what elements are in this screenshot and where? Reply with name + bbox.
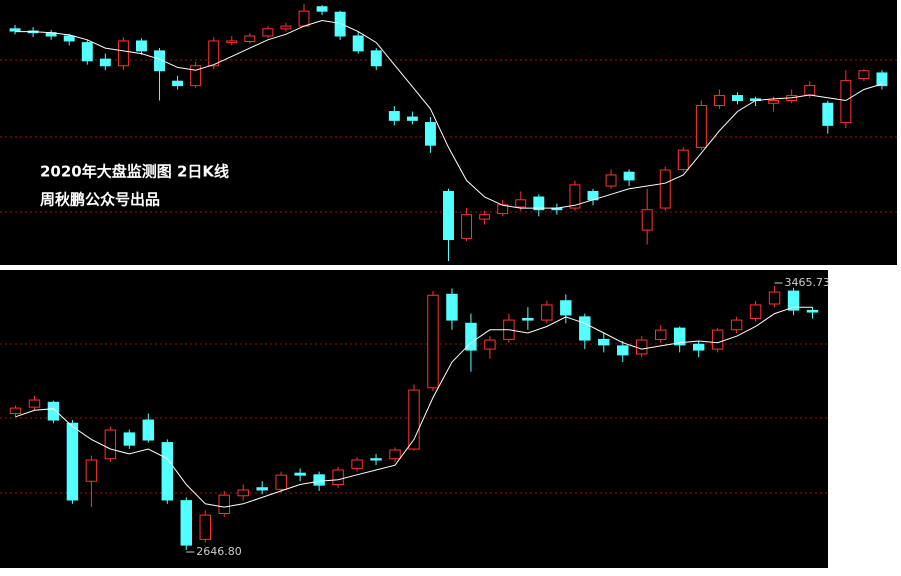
candle-body bbox=[804, 85, 816, 96]
candle-body bbox=[768, 100, 780, 104]
annotation-label: 2646.80 bbox=[196, 545, 242, 558]
candle-body bbox=[316, 6, 328, 12]
candle-body bbox=[522, 317, 534, 321]
candle-body bbox=[334, 11, 346, 37]
candle-body bbox=[81, 42, 93, 62]
candle-body bbox=[99, 58, 111, 67]
candle-body bbox=[408, 389, 420, 450]
candle-body bbox=[135, 40, 147, 52]
candles: 2646.80 3465.73 bbox=[9, 4, 888, 558]
candle-body bbox=[677, 149, 689, 170]
candle-body bbox=[66, 422, 79, 501]
candle-body bbox=[104, 429, 117, 460]
candle-body bbox=[63, 35, 75, 42]
candle-body bbox=[822, 102, 834, 126]
candle-body bbox=[479, 214, 491, 220]
candle-body bbox=[352, 35, 364, 52]
candle-body bbox=[840, 80, 852, 124]
candle-body bbox=[370, 458, 382, 461]
candle-body bbox=[711, 329, 724, 350]
chart-title: 2020年大盘监测图 2日K线 bbox=[40, 163, 229, 181]
candle-body bbox=[388, 111, 400, 121]
candle-body bbox=[427, 294, 439, 389]
candle-body bbox=[237, 489, 249, 497]
candle-body bbox=[85, 459, 98, 482]
candle-body bbox=[636, 339, 648, 355]
candle-body bbox=[313, 474, 325, 486]
candle-body bbox=[117, 40, 129, 67]
moving-average bbox=[15, 19, 883, 209]
candle-body bbox=[654, 329, 667, 340]
candle-body bbox=[692, 343, 705, 351]
candle-body bbox=[713, 95, 725, 106]
candle-body bbox=[332, 469, 344, 485]
candle-body bbox=[154, 50, 165, 72]
candle-body bbox=[858, 70, 870, 79]
candle-body bbox=[695, 104, 707, 148]
candle-body bbox=[28, 399, 41, 408]
candle-body bbox=[541, 304, 553, 321]
candle-body bbox=[351, 459, 363, 469]
candle-body bbox=[787, 290, 800, 311]
candle-body bbox=[806, 309, 819, 313]
candle-body bbox=[208, 40, 220, 67]
candle-body bbox=[9, 28, 21, 32]
candle-body bbox=[659, 169, 671, 209]
candle-body bbox=[461, 214, 473, 239]
candle-body bbox=[172, 80, 184, 87]
candle-body bbox=[579, 316, 591, 341]
candle-body bbox=[142, 419, 155, 441]
candle-body bbox=[161, 442, 174, 501]
candle-body bbox=[370, 50, 382, 67]
candle-body bbox=[484, 339, 496, 350]
candle-body bbox=[749, 304, 762, 319]
candle-body bbox=[294, 472, 306, 476]
candle-body bbox=[256, 487, 268, 491]
candle-body bbox=[560, 300, 572, 316]
candle-body bbox=[226, 40, 238, 44]
candle-body bbox=[123, 432, 136, 446]
candle-body bbox=[768, 291, 781, 305]
candle-body bbox=[730, 319, 743, 331]
candle-body bbox=[641, 209, 653, 231]
candle-body bbox=[199, 514, 211, 540]
candle-body bbox=[389, 449, 401, 460]
candle-body bbox=[533, 196, 545, 211]
candle-body bbox=[406, 116, 418, 121]
candle-body bbox=[598, 338, 610, 346]
candle-body bbox=[244, 35, 256, 43]
candle-body bbox=[623, 171, 635, 181]
candle-body bbox=[262, 28, 274, 37]
candle-body bbox=[9, 407, 22, 415]
candle-body bbox=[617, 345, 629, 356]
candle-body bbox=[190, 65, 202, 87]
candle-body bbox=[515, 199, 527, 208]
candle-body bbox=[446, 293, 458, 321]
candle-body bbox=[218, 494, 230, 515]
candle-body bbox=[47, 401, 60, 421]
annotation-label: 3465.73 bbox=[785, 276, 831, 289]
candle-body bbox=[732, 95, 743, 102]
candle-body bbox=[280, 25, 292, 30]
candle-body bbox=[443, 191, 454, 240]
chart-subtitle: 周秋鹏公众号出品 bbox=[40, 191, 160, 209]
candle-body bbox=[298, 10, 310, 27]
moving-average bbox=[15, 306, 813, 508]
candle-body bbox=[275, 474, 287, 490]
candle-body bbox=[424, 122, 436, 146]
candle-body bbox=[180, 500, 192, 546]
candle-body bbox=[569, 184, 581, 209]
candle-body bbox=[605, 174, 617, 187]
candle-body bbox=[465, 322, 477, 351]
candle-body bbox=[673, 327, 686, 346]
candle-body bbox=[876, 72, 888, 87]
